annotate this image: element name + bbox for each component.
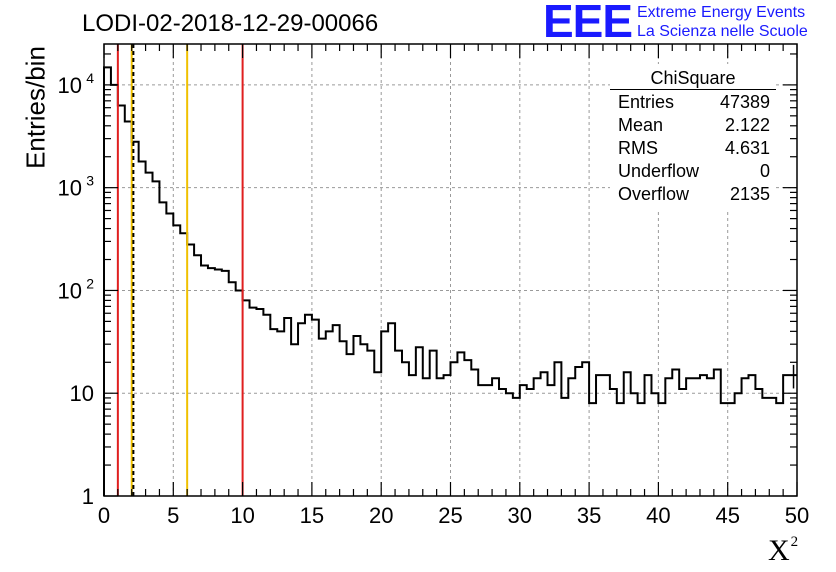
x-tick-label: 10 xyxy=(230,503,254,528)
stats-box: ChiSquare Entries 47389 Mean 2.122 RMS 4.63… xyxy=(610,64,776,212)
chart-title: LODI-02-2018-12-29-00066 xyxy=(82,10,379,37)
x-tick-label: 5 xyxy=(167,503,179,528)
y-tick-exponent: 2 xyxy=(86,275,94,291)
eee-logo: EEE xyxy=(543,0,633,47)
stats-row-overflow: Overflow 2135 xyxy=(618,184,770,204)
x-tick-label: 35 xyxy=(577,503,601,528)
histogram-outline xyxy=(103,66,797,496)
histogram xyxy=(103,66,797,496)
stats-row-entries: Entries 47389 xyxy=(618,92,770,112)
stats-row-mean: Mean 2.122 xyxy=(618,115,770,135)
y-tick-label: 1 xyxy=(82,484,94,509)
stats-title: ChiSquare xyxy=(650,68,736,88)
x-axis-label-base: X xyxy=(768,534,790,567)
stats-divider xyxy=(610,89,776,90)
vertical-markers xyxy=(116,44,244,496)
y-tick-exponent: 3 xyxy=(86,173,94,189)
y-tick-label: 10 xyxy=(58,73,82,98)
x-tick-label: 50 xyxy=(785,503,809,528)
axis-ticks xyxy=(103,44,798,497)
y-tick-exponent: 4 xyxy=(86,70,94,86)
x-tick-label: 25 xyxy=(438,503,462,528)
stats-row-rms: RMS 4.631 xyxy=(618,138,770,158)
logo-subtitle-1: Extreme Energy Events xyxy=(637,4,806,21)
y-tick-label: 10 xyxy=(70,381,94,406)
logo-subtitle-2: La Scienza nelle Scuole xyxy=(637,23,808,40)
y-axis-label: Entries/bin xyxy=(20,46,51,169)
x-tick-label: 40 xyxy=(646,503,670,528)
x-tick-label: 30 xyxy=(508,503,532,528)
x-tick-label: 15 xyxy=(300,503,324,528)
y-tick-label: 10 xyxy=(58,278,82,303)
x-axis-label: X2 xyxy=(768,534,798,568)
stats-row-underflow: Underflow 0 xyxy=(618,161,770,181)
x-tick-label: 20 xyxy=(369,503,393,528)
x-tick-label: 45 xyxy=(715,503,739,528)
x-axis-label-exponent: 2 xyxy=(790,534,799,550)
x-tick-label: 0 xyxy=(98,503,110,528)
y-tick-label: 10 xyxy=(58,176,82,201)
